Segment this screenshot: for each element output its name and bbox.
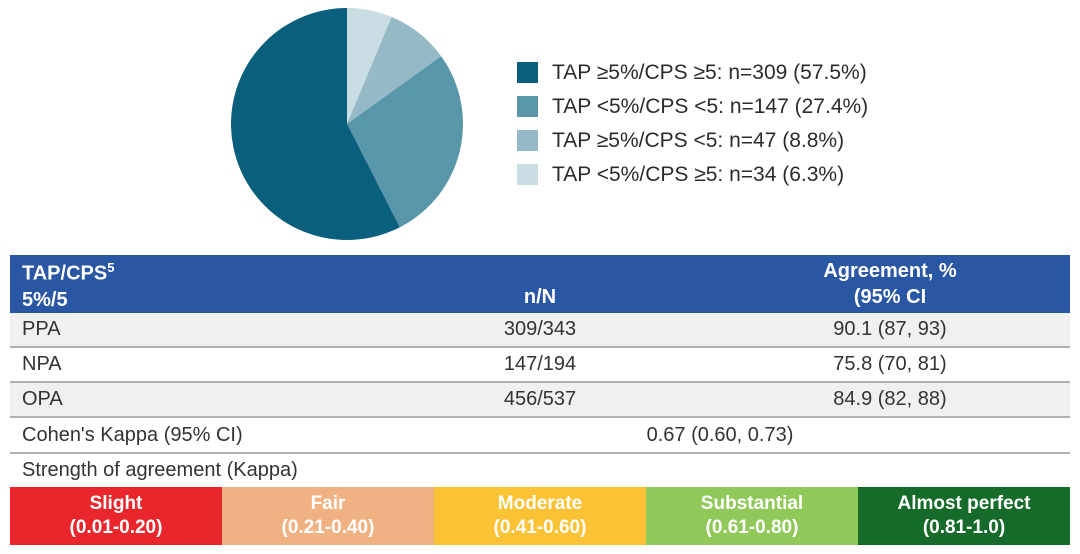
header-line-2: 5%/5 [22, 288, 68, 311]
legend-item: TAP <5%/CPS <5: n=147 (27.4%) [517, 94, 869, 118]
band-name: Substantial [700, 493, 804, 514]
kappa-value: 0.67 (0.60, 0.73) [646, 423, 794, 446]
header-cell-tap-cps: TAP/CPS5 5%/5 [10, 255, 370, 313]
header-nn-label: n/N [523, 286, 557, 308]
pie-legend: TAP ≥5%/CPS ≥5: n=309 (57.5%) TAP <5%/CP… [517, 60, 869, 186]
kappa-row: Cohen's Kappa (95% CI) 0.67 (0.60, 0.73) [10, 418, 1070, 454]
band-name: Almost perfect [897, 493, 1031, 514]
row-label: PPA [22, 318, 61, 340]
scale-band-substantial: Substantial (0.61-0.80) [646, 487, 858, 545]
table-body: PPA 309/343 90.1 (87, 93) NPA 147/194 75… [10, 313, 1070, 418]
scale-band-fair: Fair (0.21-0.40) [222, 487, 434, 545]
legend-label: TAP <5%/CPS ≥5: n=34 (6.3%) [552, 162, 845, 186]
row-nn-value: 456/537 [503, 388, 577, 410]
legend-item: TAP ≥5%/CPS ≥5: n=309 (57.5%) [517, 60, 868, 84]
legend-swatch-icon [517, 164, 538, 185]
band-range: (0.61-0.80) [705, 517, 799, 538]
band-range: (0.81-1.0) [922, 517, 1006, 538]
pie-chart [231, 8, 463, 240]
legend-swatch-icon [517, 130, 538, 151]
header-agreement-line2: (95% CI [853, 286, 927, 308]
band-range: (0.01-0.20) [69, 517, 163, 538]
table-row-ppa: PPA 309/343 90.1 (87, 93) [10, 313, 1070, 348]
footnote-marker: 5 [107, 260, 115, 276]
band-name: Moderate [497, 493, 583, 514]
kappa-strength-scale: Slight (0.01-0.20) Fair (0.21-0.40) Mode… [10, 487, 1070, 545]
header-agreement-line1: Agreement, % [823, 260, 957, 282]
row-label: OPA [22, 388, 63, 410]
legend-item: TAP <5%/CPS ≥5: n=34 (6.3%) [517, 162, 868, 186]
row-nn-value: 147/194 [503, 353, 577, 375]
legend-label: TAP ≥5%/CPS <5: n=47 (8.8%) [552, 128, 845, 152]
legend-label: TAP ≥5%/CPS ≥5: n=309 (57.5%) [552, 60, 867, 84]
header-cell-nn: n/N [370, 255, 710, 313]
scale-band-slight: Slight (0.01-0.20) [10, 487, 222, 545]
header-cell-agreement: Agreement, % (95% CI [710, 255, 1070, 313]
row-agreement-value: 75.8 (70, 81) [833, 353, 947, 375]
legend-item: TAP ≥5%/CPS <5: n=47 (8.8%) [517, 128, 868, 152]
legend-label: TAP <5%/CPS <5: n=147 (27.4%) [552, 94, 869, 118]
row-agreement-value: 84.9 (82, 88) [833, 388, 947, 410]
band-name: Fair [310, 493, 346, 514]
row-label: NPA [22, 353, 62, 375]
pie-section: TAP ≥5%/CPS ≥5: n=309 (57.5%) TAP <5%/CP… [0, 0, 1080, 255]
table-header: TAP/CPS5 5%/5 n/N Agreement, % (95% CI [10, 255, 1070, 313]
band-range: (0.41-0.60) [493, 517, 587, 538]
strength-of-agreement-row: Strength of agreement (Kappa) [10, 454, 1070, 486]
kappa-label: Cohen's Kappa (95% CI) [22, 423, 243, 446]
legend-swatch-icon [517, 62, 538, 83]
table-row-opa: OPA 456/537 84.9 (82, 88) [10, 383, 1070, 418]
scale-band-almost-perfect: Almost perfect (0.81-1.0) [858, 487, 1070, 545]
band-name: Slight [89, 493, 143, 514]
scale-band-moderate: Moderate (0.41-0.60) [434, 487, 646, 545]
table-row-npa: NPA 147/194 75.8 (70, 81) [10, 348, 1070, 383]
band-range: (0.21-0.40) [281, 517, 375, 538]
row-nn-value: 309/343 [503, 318, 577, 340]
strength-label: Strength of agreement (Kappa) [22, 458, 298, 481]
agreement-table: TAP/CPS5 5%/5 n/N Agreement, % (95% CI P… [10, 255, 1070, 545]
legend-swatch-icon [517, 96, 538, 117]
row-agreement-value: 90.1 (87, 93) [833, 318, 947, 340]
header-line-1: TAP/CPS5 [22, 260, 115, 285]
